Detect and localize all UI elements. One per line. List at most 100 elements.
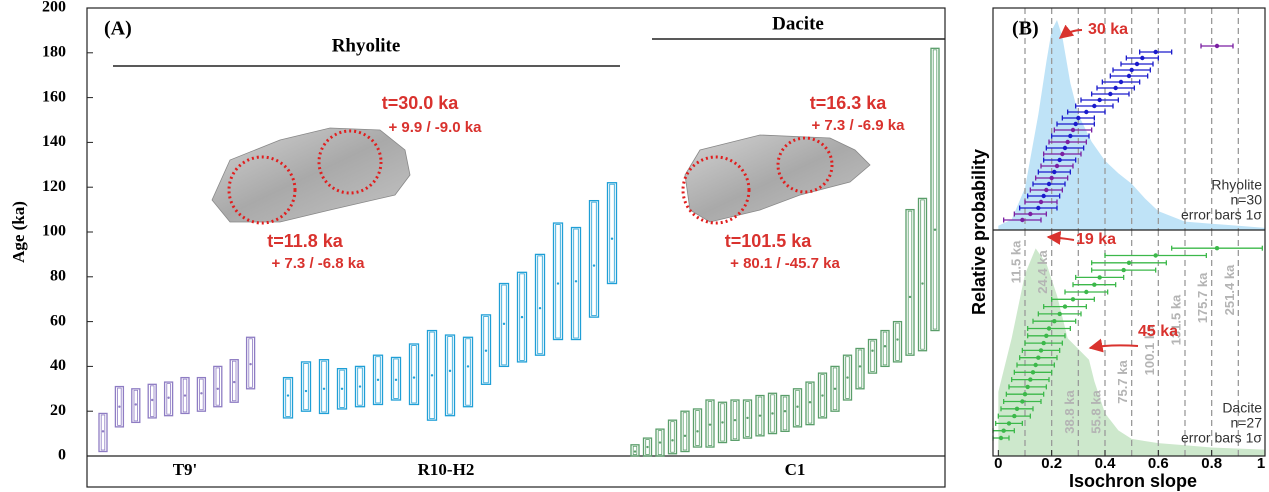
range-box-inner: [670, 421, 675, 453]
age-point: [721, 421, 724, 424]
slope-point: [1126, 73, 1132, 79]
slope-point: [1108, 91, 1113, 97]
slope-point: [1062, 145, 1068, 151]
y-axis-label: Age (ka): [9, 201, 28, 263]
range-box: [98, 412, 108, 453]
age-point: [683, 434, 687, 438]
range-box: [318, 359, 330, 415]
range-box-inner: [357, 367, 363, 406]
range-box-inner: [782, 396, 788, 431]
range-box-inner: [182, 378, 188, 413]
age-point: [200, 392, 203, 395]
age-point: [412, 376, 416, 379]
age-point: [708, 423, 712, 426]
slope-point: [1097, 97, 1102, 103]
age-point: [821, 394, 824, 397]
age-point: [118, 405, 121, 408]
range-box-inner: [857, 349, 863, 388]
age-point: [796, 405, 799, 408]
range-box: [905, 208, 915, 356]
range-box: [462, 336, 474, 408]
range-box-inner: [695, 410, 700, 446]
age-point: [858, 365, 862, 368]
slope-point: [1033, 362, 1038, 368]
age-point: [322, 387, 326, 390]
range-box: [606, 182, 618, 285]
range-box: [245, 336, 256, 390]
y-axis-label: Relative probability: [969, 149, 989, 315]
annotation: + 7.3 / -6.8 ka: [272, 255, 366, 272]
range-box: [655, 428, 665, 457]
isochron-label: 251.4 ka: [1222, 264, 1237, 315]
y-tick-label: 0: [58, 447, 66, 464]
age-point: [183, 394, 187, 397]
slope-point: [1060, 151, 1065, 157]
isochron-label: 55.8 ka: [1088, 390, 1103, 434]
range-box-inner: [215, 367, 220, 406]
age-point: [646, 445, 649, 449]
range-box-inner: [645, 439, 650, 455]
range-box: [630, 444, 640, 457]
slope-point: [1044, 187, 1049, 193]
age-point: [286, 394, 290, 397]
slope-point: [1076, 115, 1081, 121]
range-box-inner: [920, 199, 925, 350]
x-tick-label: 0.2: [1041, 455, 1062, 472]
range-box-inner: [285, 378, 291, 417]
panel-note: error bars 1σ: [1181, 207, 1262, 223]
range-box-inner: [519, 273, 525, 361]
range-box: [930, 47, 940, 332]
range-box: [480, 314, 492, 385]
age-point: [908, 295, 912, 299]
range-box-inner: [745, 401, 750, 437]
range-box: [867, 338, 878, 374]
range-box: [213, 365, 223, 408]
age-point: [167, 396, 170, 399]
slope-point: [1022, 392, 1028, 397]
range-box: [180, 376, 190, 415]
range-box-inner: [133, 389, 138, 422]
range-box-inner: [707, 401, 713, 446]
slope-point: [1054, 163, 1060, 169]
slope-point: [1038, 199, 1044, 205]
range-box-inner: [732, 401, 738, 440]
dacite-crystal: [681, 134, 871, 225]
range-box: [282, 376, 294, 419]
range-box: [588, 199, 600, 318]
y-tick-label: 60: [50, 312, 66, 329]
age-point: [520, 315, 524, 319]
age-point: [746, 416, 749, 420]
range-box-inner: [870, 340, 875, 373]
slope-point: [1092, 103, 1097, 109]
age-point: [846, 376, 849, 379]
slope-point: [1214, 246, 1220, 251]
slope-point: [1028, 211, 1033, 217]
range-box: [444, 334, 456, 417]
series-label: T9': [173, 460, 198, 479]
age-point: [538, 306, 542, 310]
age-point: [466, 365, 470, 368]
age-point: [101, 430, 105, 433]
isochron-label: 175.7 ka: [1195, 272, 1210, 323]
range-box-inner: [149, 385, 155, 417]
range-box: [805, 381, 815, 426]
age-point: [883, 345, 887, 348]
range-box-inner: [465, 338, 471, 406]
range-box: [131, 388, 141, 424]
age-point: [151, 398, 154, 402]
age-point: [658, 441, 662, 444]
panel-b-frame: [992, 7, 1266, 457]
rhyolite-crystal: [211, 127, 411, 225]
range-box: [855, 347, 865, 390]
range-box-inner: [720, 403, 725, 442]
slope-point: [1134, 61, 1140, 67]
range-box: [229, 359, 239, 403]
range-box: [767, 392, 778, 435]
age-point: [556, 282, 560, 285]
range-box: [817, 372, 828, 419]
range-box-inner: [573, 228, 579, 339]
age-point: [771, 412, 774, 415]
age-point: [833, 387, 837, 390]
slope-point: [1118, 79, 1124, 85]
